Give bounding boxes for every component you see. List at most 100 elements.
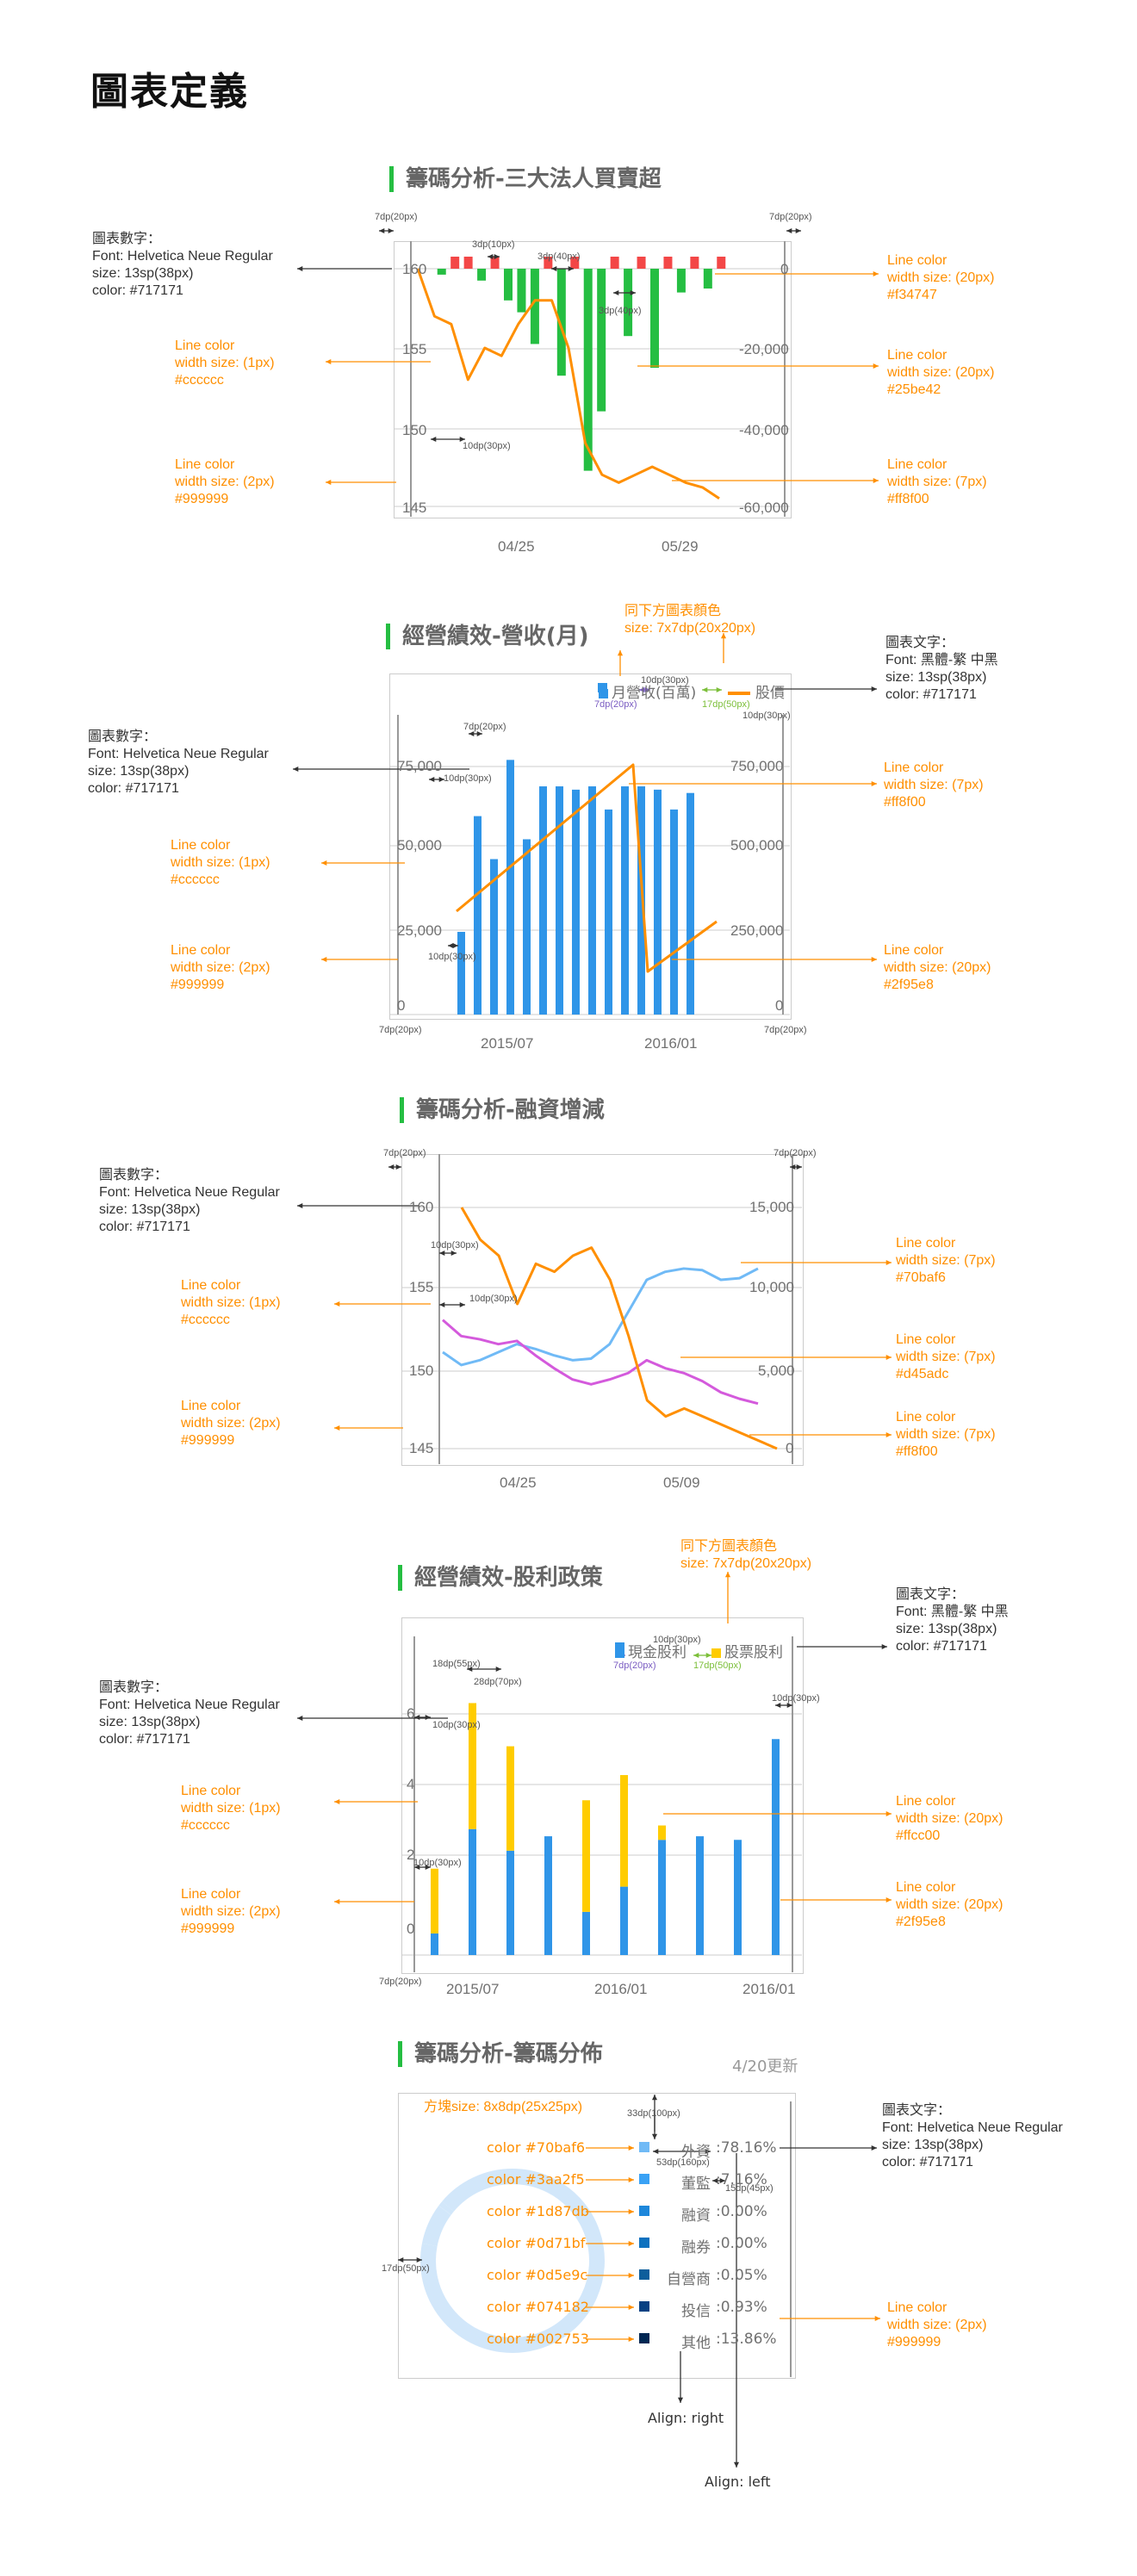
- s3-x-0: 04/25: [500, 1474, 537, 1491]
- s3-line-blue: [442, 1267, 759, 1367]
- s3-arr-axis-head: [334, 1425, 340, 1431]
- s3-yr-0: 15,000: [749, 1199, 794, 1215]
- dim-2a: 10dp(30px): [641, 675, 689, 686]
- s3-yl-1: 155: [409, 1279, 434, 1295]
- dim-1a: 7dp(20px): [375, 212, 418, 222]
- s3-d3-l-head: [439, 1250, 445, 1257]
- s4-d4-r-head: [786, 1702, 792, 1709]
- s3-yr-1: 10,000: [749, 1279, 794, 1295]
- s2-arr-axis-head: [321, 956, 327, 963]
- section-title-3: 籌碼分析-融資增減: [400, 1097, 605, 1123]
- s3-d3-r-head: [450, 1250, 457, 1257]
- s5-d-width-l-head: [653, 2148, 659, 2155]
- s1-bar-17: [663, 257, 673, 269]
- s3-arr-blue-head: [885, 1259, 892, 1266]
- s2-yr-3: 0: [775, 997, 784, 1014]
- s3-arr-orange-head: [885, 1431, 892, 1438]
- s5-arr-text-head: [871, 2145, 877, 2151]
- s2-d1-r-head: [644, 686, 650, 693]
- s2-arr-legend2-head: [617, 650, 624, 656]
- section-title-2: 經營績效-營收(月): [386, 624, 589, 649]
- legend-stock-swatch: [711, 1648, 721, 1658]
- s5-ring-6: [442, 2169, 513, 2212]
- s1-arr-orange-head: [873, 477, 879, 484]
- s3-yl-2: 150: [409, 1362, 434, 1379]
- s4-bar-cash-1: [469, 1828, 476, 1955]
- s4-bar-stock-5: [620, 1775, 628, 1887]
- s4-d1-l-head: [467, 1666, 473, 1673]
- s1-bar-13: [610, 257, 619, 269]
- s4-bar-stock-1: [469, 1703, 476, 1829]
- dim-3c: 10dp(30px): [431, 1240, 479, 1251]
- legend-color-note-2: 同下方圖表顏色 size: 7x7dp(20x20px): [624, 604, 756, 636]
- s4-arr-text-head: [881, 1643, 887, 1650]
- s4-d1-r-head: [495, 1666, 501, 1673]
- legend-price: 股價: [728, 680, 785, 702]
- dist-color-label-3: color #0d71bf: [487, 2235, 586, 2251]
- dist-label-5: 投信: [681, 2303, 711, 2320]
- s1-yr-2: -40,000: [739, 422, 789, 438]
- s1-bar-12: [597, 269, 606, 412]
- s1-d5-l-head: [613, 289, 619, 296]
- legend-cash: 現金股利: [615, 1640, 687, 1661]
- section-title-4: 經營績效-股利政策: [398, 1565, 603, 1591]
- s4-yl-2: 2: [407, 1847, 415, 1863]
- s4-x-1: 2016/01: [594, 1981, 648, 1997]
- s4-bar-cash-7: [696, 1836, 704, 1955]
- legend-revenue-label: 月營收(百萬): [612, 685, 697, 702]
- dim-2c: 17dp(50px): [702, 699, 750, 710]
- s1-bar-21: [717, 257, 726, 269]
- s3-yl-3: 145: [409, 1440, 434, 1456]
- s5-d-left-r-head: [416, 2256, 422, 2263]
- dim-2d: 10dp(30px): [742, 711, 791, 721]
- s1-bar-6: [517, 269, 526, 313]
- s1-d2-r-head: [795, 227, 801, 234]
- dim-4f: 10dp(30px): [772, 1693, 820, 1704]
- dist-value-6: :13.86%: [716, 2331, 777, 2348]
- s1-bar-9: [556, 269, 566, 376]
- s1-bar-5: [504, 269, 513, 301]
- s2-bar-10: [621, 786, 629, 1015]
- s2-bar-9: [605, 809, 612, 1015]
- s1-bar-2: [463, 257, 473, 269]
- dist-label-1: 董監: [681, 2176, 711, 2193]
- dist-swatch-2: [639, 2206, 649, 2216]
- legend-revenue: 月營收(百萬): [599, 680, 696, 702]
- s1-yl-2: 150: [402, 422, 427, 438]
- s1-d3-r-head: [494, 253, 500, 260]
- s5-arr-axis-head: [874, 2315, 880, 2322]
- dist-label-0: 外資: [681, 2144, 711, 2161]
- dist-label-4: 自營商: [667, 2271, 711, 2288]
- s1-x-0: 04/25: [498, 538, 535, 555]
- dist-color-label-6: color #002753: [487, 2331, 589, 2347]
- s4-bar-cash-5: [620, 1886, 628, 1955]
- s1-yl-3: 145: [402, 500, 427, 516]
- s4-bar-cash-3: [544, 1836, 552, 1955]
- s1-arr-num-head: [297, 265, 303, 272]
- s1-d1-l-head: [379, 227, 385, 234]
- s5-arr-color-3-head: [628, 2240, 634, 2247]
- s3-yl-0: 160: [409, 1199, 434, 1215]
- s1-d3-l-head: [488, 253, 494, 260]
- s1-arr-axis-head: [326, 479, 332, 486]
- s5-arr-align-right-head: [677, 2397, 684, 2403]
- s1-bar-0: [437, 269, 446, 275]
- orange-line-note-1: Line color width size: (7px) #ff8f00: [887, 457, 987, 506]
- s3-yr-2: 5,000: [758, 1362, 795, 1379]
- s5-d-top1-head: [651, 2095, 658, 2101]
- s1-bar-8: [544, 257, 553, 269]
- s1-bar-18: [676, 269, 686, 293]
- s4-d4-l-head: [775, 1702, 781, 1709]
- s5-d-width-r-head: [705, 2148, 711, 2155]
- red-line-note: Line color width size: (20px) #f34747: [887, 253, 995, 302]
- s1-bar-16: [650, 269, 659, 368]
- dim-1f: 10dp(30px): [463, 441, 511, 451]
- green-line-note: Line color width size: (20px) #25be42: [887, 348, 995, 397]
- s1-yl-1: 155: [402, 341, 427, 357]
- s4-bar-cash-0: [431, 1933, 438, 1955]
- dim-4c: 17dp(50px): [693, 1660, 742, 1671]
- s2-bar-4: [523, 839, 531, 1015]
- dim-2b: 7dp(20px): [594, 699, 637, 710]
- blue-line-note-4: Line color width size: (20px) #2f95e8: [896, 1880, 1003, 1929]
- dim-1d: 3dp(40px): [537, 251, 581, 262]
